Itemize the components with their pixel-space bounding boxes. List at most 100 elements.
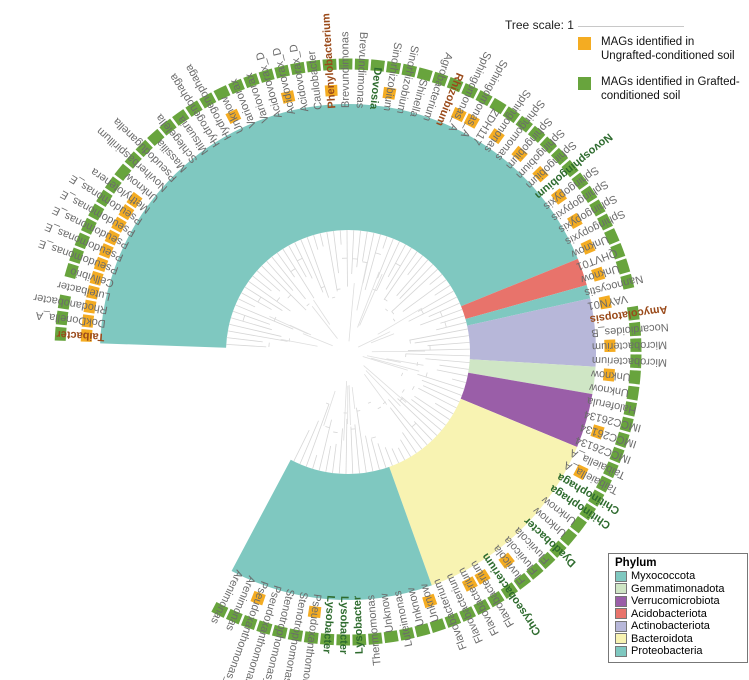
ungrafted-mag-mark <box>590 424 605 440</box>
branch-line <box>338 428 343 474</box>
branch-line <box>414 395 450 420</box>
grafted-swatch <box>578 77 591 90</box>
branch-line <box>366 355 401 363</box>
branch-arc <box>375 252 381 255</box>
ungrafted-mag-mark <box>104 229 120 246</box>
branch-line <box>348 385 351 426</box>
grafted-mag-mark <box>429 618 446 633</box>
branch-line <box>407 348 470 351</box>
grafted-mag-mark <box>185 100 203 117</box>
grafted-mag-mark <box>322 58 337 71</box>
phylum-name: Actinobacteriota <box>631 620 710 633</box>
leaf-label: Microbacterium <box>592 354 668 368</box>
branch-arc <box>399 397 403 402</box>
ungrafted-mag-mark <box>532 165 549 183</box>
branch-arc <box>287 294 292 299</box>
grafted-mag-mark <box>306 59 321 73</box>
tree-scale-label: Tree scale: 1 <box>505 18 574 32</box>
phylum-name: Gemmatimonadota <box>631 582 725 595</box>
branch-line <box>282 248 315 299</box>
grafted-label: MAGs identified in Grafted-conditioned s… <box>601 76 740 102</box>
grafted-mag-mark <box>628 370 641 385</box>
grafted-mag-mark <box>135 139 153 158</box>
grafted-mag-mark <box>354 58 369 71</box>
grafted-mag-mark <box>538 551 556 570</box>
grafted-mag-mark <box>274 64 290 79</box>
ungrafted-mag-mark <box>280 90 296 104</box>
phylum-legend-item: Bacteroidota <box>615 633 743 646</box>
branch-line <box>405 353 470 357</box>
branch-line <box>244 286 283 311</box>
branch-line <box>359 273 383 326</box>
grafted-mag-mark <box>571 172 589 190</box>
leaf-label: Lysobacter <box>320 595 336 655</box>
branch-line <box>399 264 434 299</box>
phylum-sectors <box>100 104 596 600</box>
grafted-mag-mark <box>629 321 642 337</box>
branch-line <box>407 255 423 276</box>
grafted-mag-mark <box>610 243 626 260</box>
grafted-mag-mark <box>500 582 519 599</box>
branch-line <box>417 373 465 390</box>
branch-arc <box>395 262 401 267</box>
phylum-swatch <box>615 608 627 620</box>
branch-line <box>418 387 457 409</box>
branch-arc <box>444 321 447 328</box>
branch-line <box>230 317 272 331</box>
branch-line <box>252 275 272 292</box>
branch-line <box>384 447 393 466</box>
grafted-mag-mark <box>526 562 544 580</box>
branch-line <box>323 390 336 426</box>
branch-line <box>439 364 469 370</box>
branch-arc <box>367 401 372 404</box>
grafted-mag-mark <box>54 326 67 341</box>
grafted-mag-mark <box>630 354 642 369</box>
ungrafted-mag-mark <box>111 216 127 233</box>
branch-line <box>408 296 458 322</box>
branch-line <box>357 331 391 348</box>
branch-arc <box>331 296 336 299</box>
branch-line <box>238 298 256 308</box>
branch-line <box>440 315 465 324</box>
branch-arc <box>276 297 281 302</box>
ungrafted-mag-mark <box>550 188 568 205</box>
grafted-mag-mark <box>64 262 79 279</box>
branch-arc <box>320 286 325 289</box>
branch-line <box>356 262 368 311</box>
leaf-label: Microbacterium <box>592 339 667 353</box>
grafted-mag-mark <box>287 628 304 642</box>
grafted-mag-mark <box>461 83 479 99</box>
grafted-mag-mark <box>240 615 258 631</box>
branch-line <box>420 308 463 326</box>
ungrafted-mag-mark <box>422 593 438 609</box>
ungrafted-mag-mark <box>81 314 95 328</box>
phylum-legend: Phylum Myxococcota Gemmatimonadota Verru… <box>608 553 748 663</box>
grafted-ring <box>54 58 642 646</box>
ungrafted-mag-mark <box>450 106 467 123</box>
ungrafted-mag-mark <box>567 212 583 229</box>
grafted-mag-mark <box>595 475 612 493</box>
branch-arc <box>370 436 376 439</box>
branch-line <box>271 256 306 300</box>
leaf-label: Taibacter <box>55 328 104 343</box>
branch-line <box>370 357 420 372</box>
grafted-mag-mark <box>444 612 462 628</box>
grafted-mag-mark <box>211 602 229 618</box>
phylum-sector-myxococcota <box>465 284 591 326</box>
branch-line <box>402 432 417 454</box>
branch-arc <box>336 288 341 290</box>
phylum-name: Acidobacteriota <box>631 607 707 620</box>
branch-arc <box>401 372 404 377</box>
phylum-name: Proteobacteria <box>631 645 703 658</box>
grafted-mag-mark <box>513 572 532 590</box>
grafted-mag-mark <box>124 151 142 169</box>
grafted-mag-mark <box>414 623 431 638</box>
phylum-legend-item: Verrucomicrobiota <box>615 595 743 608</box>
phylum-sector-gemmatimonadota <box>468 359 596 395</box>
branch-line <box>396 259 429 297</box>
grafted-mag-mark <box>159 118 177 136</box>
branch-line <box>313 234 319 250</box>
grafted-mag-mark <box>459 606 477 622</box>
grafted-mag-mark <box>487 590 505 608</box>
branch-line <box>436 369 468 377</box>
